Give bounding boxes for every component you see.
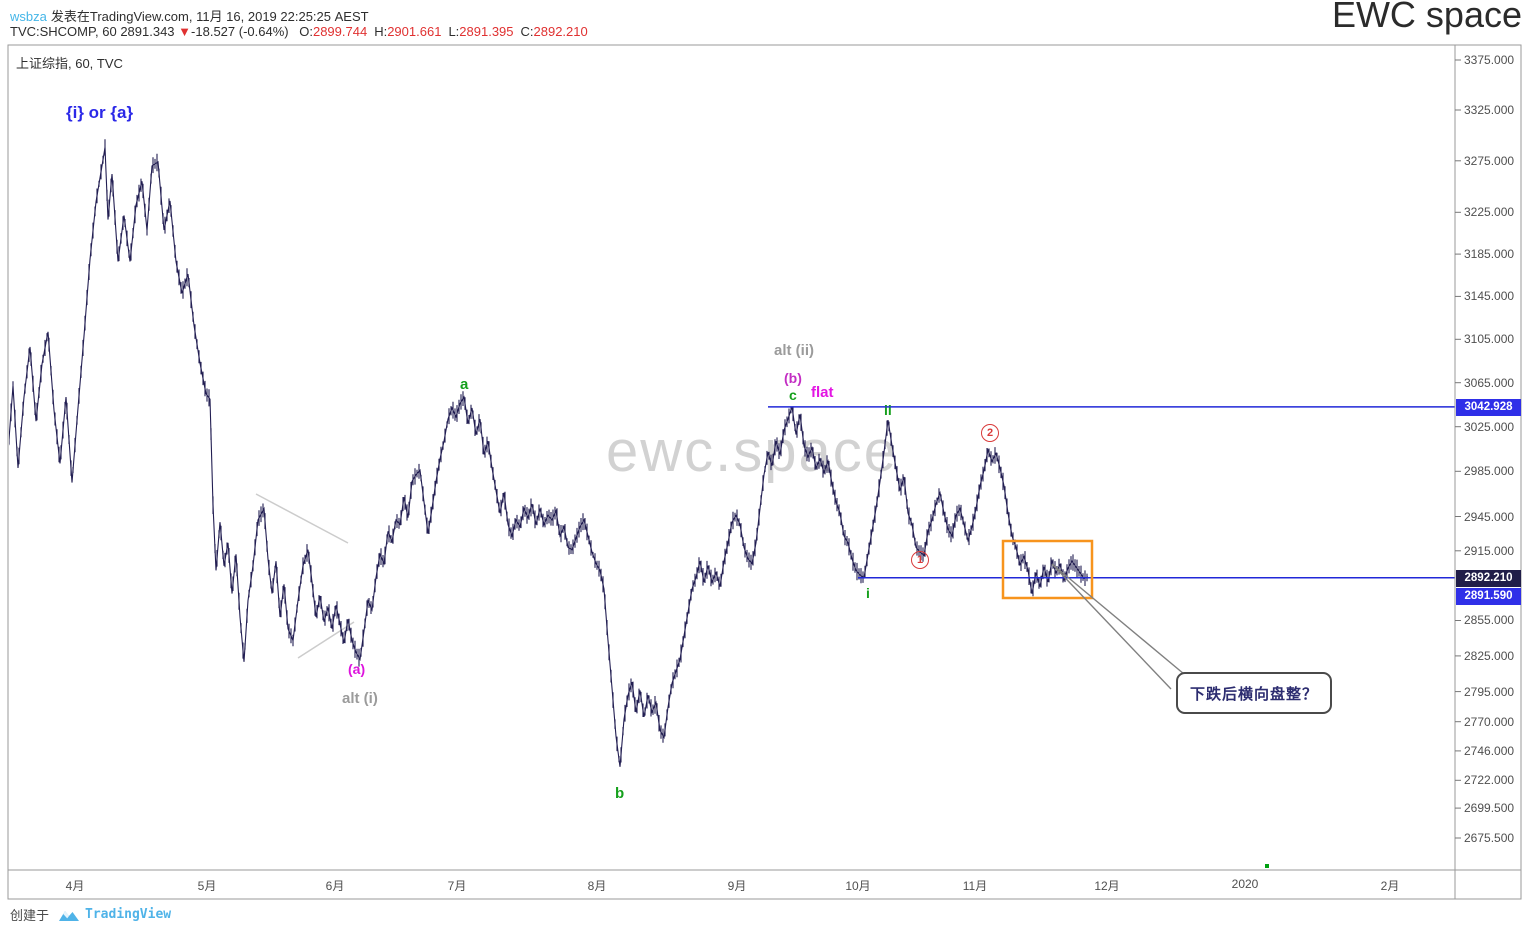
- ohlc-low-label: L:: [448, 24, 460, 39]
- wave-b-paren-label[interactable]: (b): [784, 370, 802, 386]
- time-tick-label: 8月: [587, 879, 607, 893]
- price-tick-label: 3185.000: [1464, 247, 1515, 261]
- price-tick-label: 2675.500: [1464, 831, 1515, 845]
- time-tick-label: 10月: [845, 879, 871, 893]
- chart-legend[interactable]: 上证综指, 60, TVC: [16, 56, 123, 71]
- publish-text: 发表在TradingView.com, 11月 16, 2019 22:25:2…: [50, 9, 369, 24]
- wave-b-label[interactable]: b: [615, 785, 625, 802]
- price-tick-label: 2985.000: [1464, 464, 1515, 478]
- price-series: [9, 139, 1089, 767]
- author-link[interactable]: wsbza: [10, 9, 47, 24]
- tradingview-logo-icon[interactable]: [57, 906, 81, 924]
- time-tick-label: 2月: [1380, 879, 1400, 893]
- attribution: 创建于 TradingView: [10, 905, 171, 924]
- ohlc-low-value: 2891.395: [459, 24, 514, 39]
- callout-text: 下跌后横向盘整？: [1189, 685, 1318, 703]
- wave-a-paren-label[interactable]: (a): [348, 661, 366, 677]
- wave-c-label[interactable]: c: [789, 387, 797, 403]
- price-tick-label: 3145.000: [1464, 289, 1515, 303]
- ohlc-values: O:2899.744 H:2901.661 L:2891.395 C:2892.210: [292, 24, 588, 39]
- time-tick-label: 6月: [325, 879, 345, 893]
- time-tick-label: 11月: [962, 879, 988, 893]
- price-tick-label: 2825.000: [1464, 649, 1515, 663]
- symbol-quote-line: TVC:SHCOMP, 60 2891.343 ▼-18.527 (-0.64%…: [10, 24, 588, 39]
- price-tick-label: 2915.000: [1464, 544, 1515, 558]
- time-tick-label: 5月: [197, 879, 217, 893]
- callout-tail-line-1: [1051, 563, 1185, 675]
- trend-segment-2[interactable]: [297, 621, 355, 659]
- price-tick-label: 3025.000: [1464, 420, 1515, 434]
- callout-tail-line-2: [1051, 563, 1172, 690]
- time-tick-label: 7月: [447, 879, 467, 893]
- last-price: 2891.343: [120, 24, 175, 39]
- price-tick-label: 3325.000: [1464, 103, 1515, 117]
- flat-label[interactable]: flat: [811, 384, 834, 401]
- price-tick-label: 2722.000: [1464, 773, 1515, 787]
- ohlc-close-label: C:: [520, 24, 534, 39]
- wave-i-label[interactable]: i: [866, 585, 870, 601]
- callout-box[interactable]: 下跌后横向盘整？: [1176, 672, 1332, 714]
- highlight-rect[interactable]: [1001, 539, 1094, 600]
- ohlc-high-value: 2901.661: [387, 24, 442, 39]
- price-label-chip: 3042.928: [1456, 399, 1521, 416]
- circled-2-marker[interactable]: 2: [981, 424, 999, 442]
- price-tick-label: 3275.000: [1464, 154, 1515, 168]
- circled-1-marker[interactable]: 1: [911, 551, 929, 569]
- down-arrow-icon: ▼: [178, 24, 192, 39]
- publish-info-line: wsbza 发表在TradingView.com, 11月 16, 2019 22…: [10, 6, 369, 25]
- symbol-name: TVC:SHCOMP, 60: [10, 24, 117, 39]
- created-by-text: 创建于: [10, 908, 50, 923]
- time-tick-label: 9月: [727, 879, 747, 893]
- price-series-path: [9, 147, 1089, 767]
- time-tick-label: 2020: [1231, 877, 1259, 891]
- price-tick-label: 3105.000: [1464, 332, 1515, 346]
- watermark: ewc.space: [606, 419, 899, 484]
- ohlc-open-value: 2899.744: [312, 24, 368, 39]
- chart-outer-border: [7, 44, 1522, 900]
- price-tick-label: 2945.000: [1464, 510, 1515, 524]
- ohlc-high-label: H:: [374, 24, 388, 39]
- price-label-chip: 2892.210: [1456, 570, 1521, 587]
- alt-i-label[interactable]: alt (i): [342, 690, 378, 707]
- price-bars-texture: [9, 139, 1088, 763]
- tradingview-brand-link[interactable]: TradingView: [85, 907, 172, 922]
- trend-segment-1[interactable]: [255, 493, 349, 544]
- green-dot-marker: [1265, 864, 1269, 868]
- time-tick-label: 4月: [65, 879, 85, 893]
- alt-ii-label[interactable]: alt (ii): [774, 342, 814, 359]
- price-label-chip: 2891.590: [1456, 588, 1521, 605]
- ohlc-open-label: O:: [299, 24, 313, 39]
- price-tick-label: 3065.000: [1464, 376, 1515, 390]
- price-tick-label: 3375.000: [1464, 53, 1515, 67]
- wave-a-label[interactable]: a: [460, 376, 469, 393]
- price-tick-label: 3225.000: [1464, 205, 1515, 219]
- change-value: -18.527 (-0.64%): [191, 24, 289, 39]
- ohlc-close-value: 2892.210: [533, 24, 588, 39]
- wave-i-or-a-label[interactable]: {i} or {a}: [66, 103, 134, 122]
- page-title: EWC space: [1331, 0, 1522, 35]
- price-tick-label: 2770.000: [1464, 715, 1515, 729]
- time-tick-label: 12月: [1094, 879, 1120, 893]
- price-tick-label: 2746.000: [1464, 744, 1515, 758]
- price-tick-label: 2699.500: [1464, 801, 1515, 815]
- price-tick-label: 2795.000: [1464, 685, 1515, 699]
- wave-ii-label[interactable]: ii: [884, 402, 892, 418]
- price-tick-label: 2855.000: [1464, 613, 1515, 627]
